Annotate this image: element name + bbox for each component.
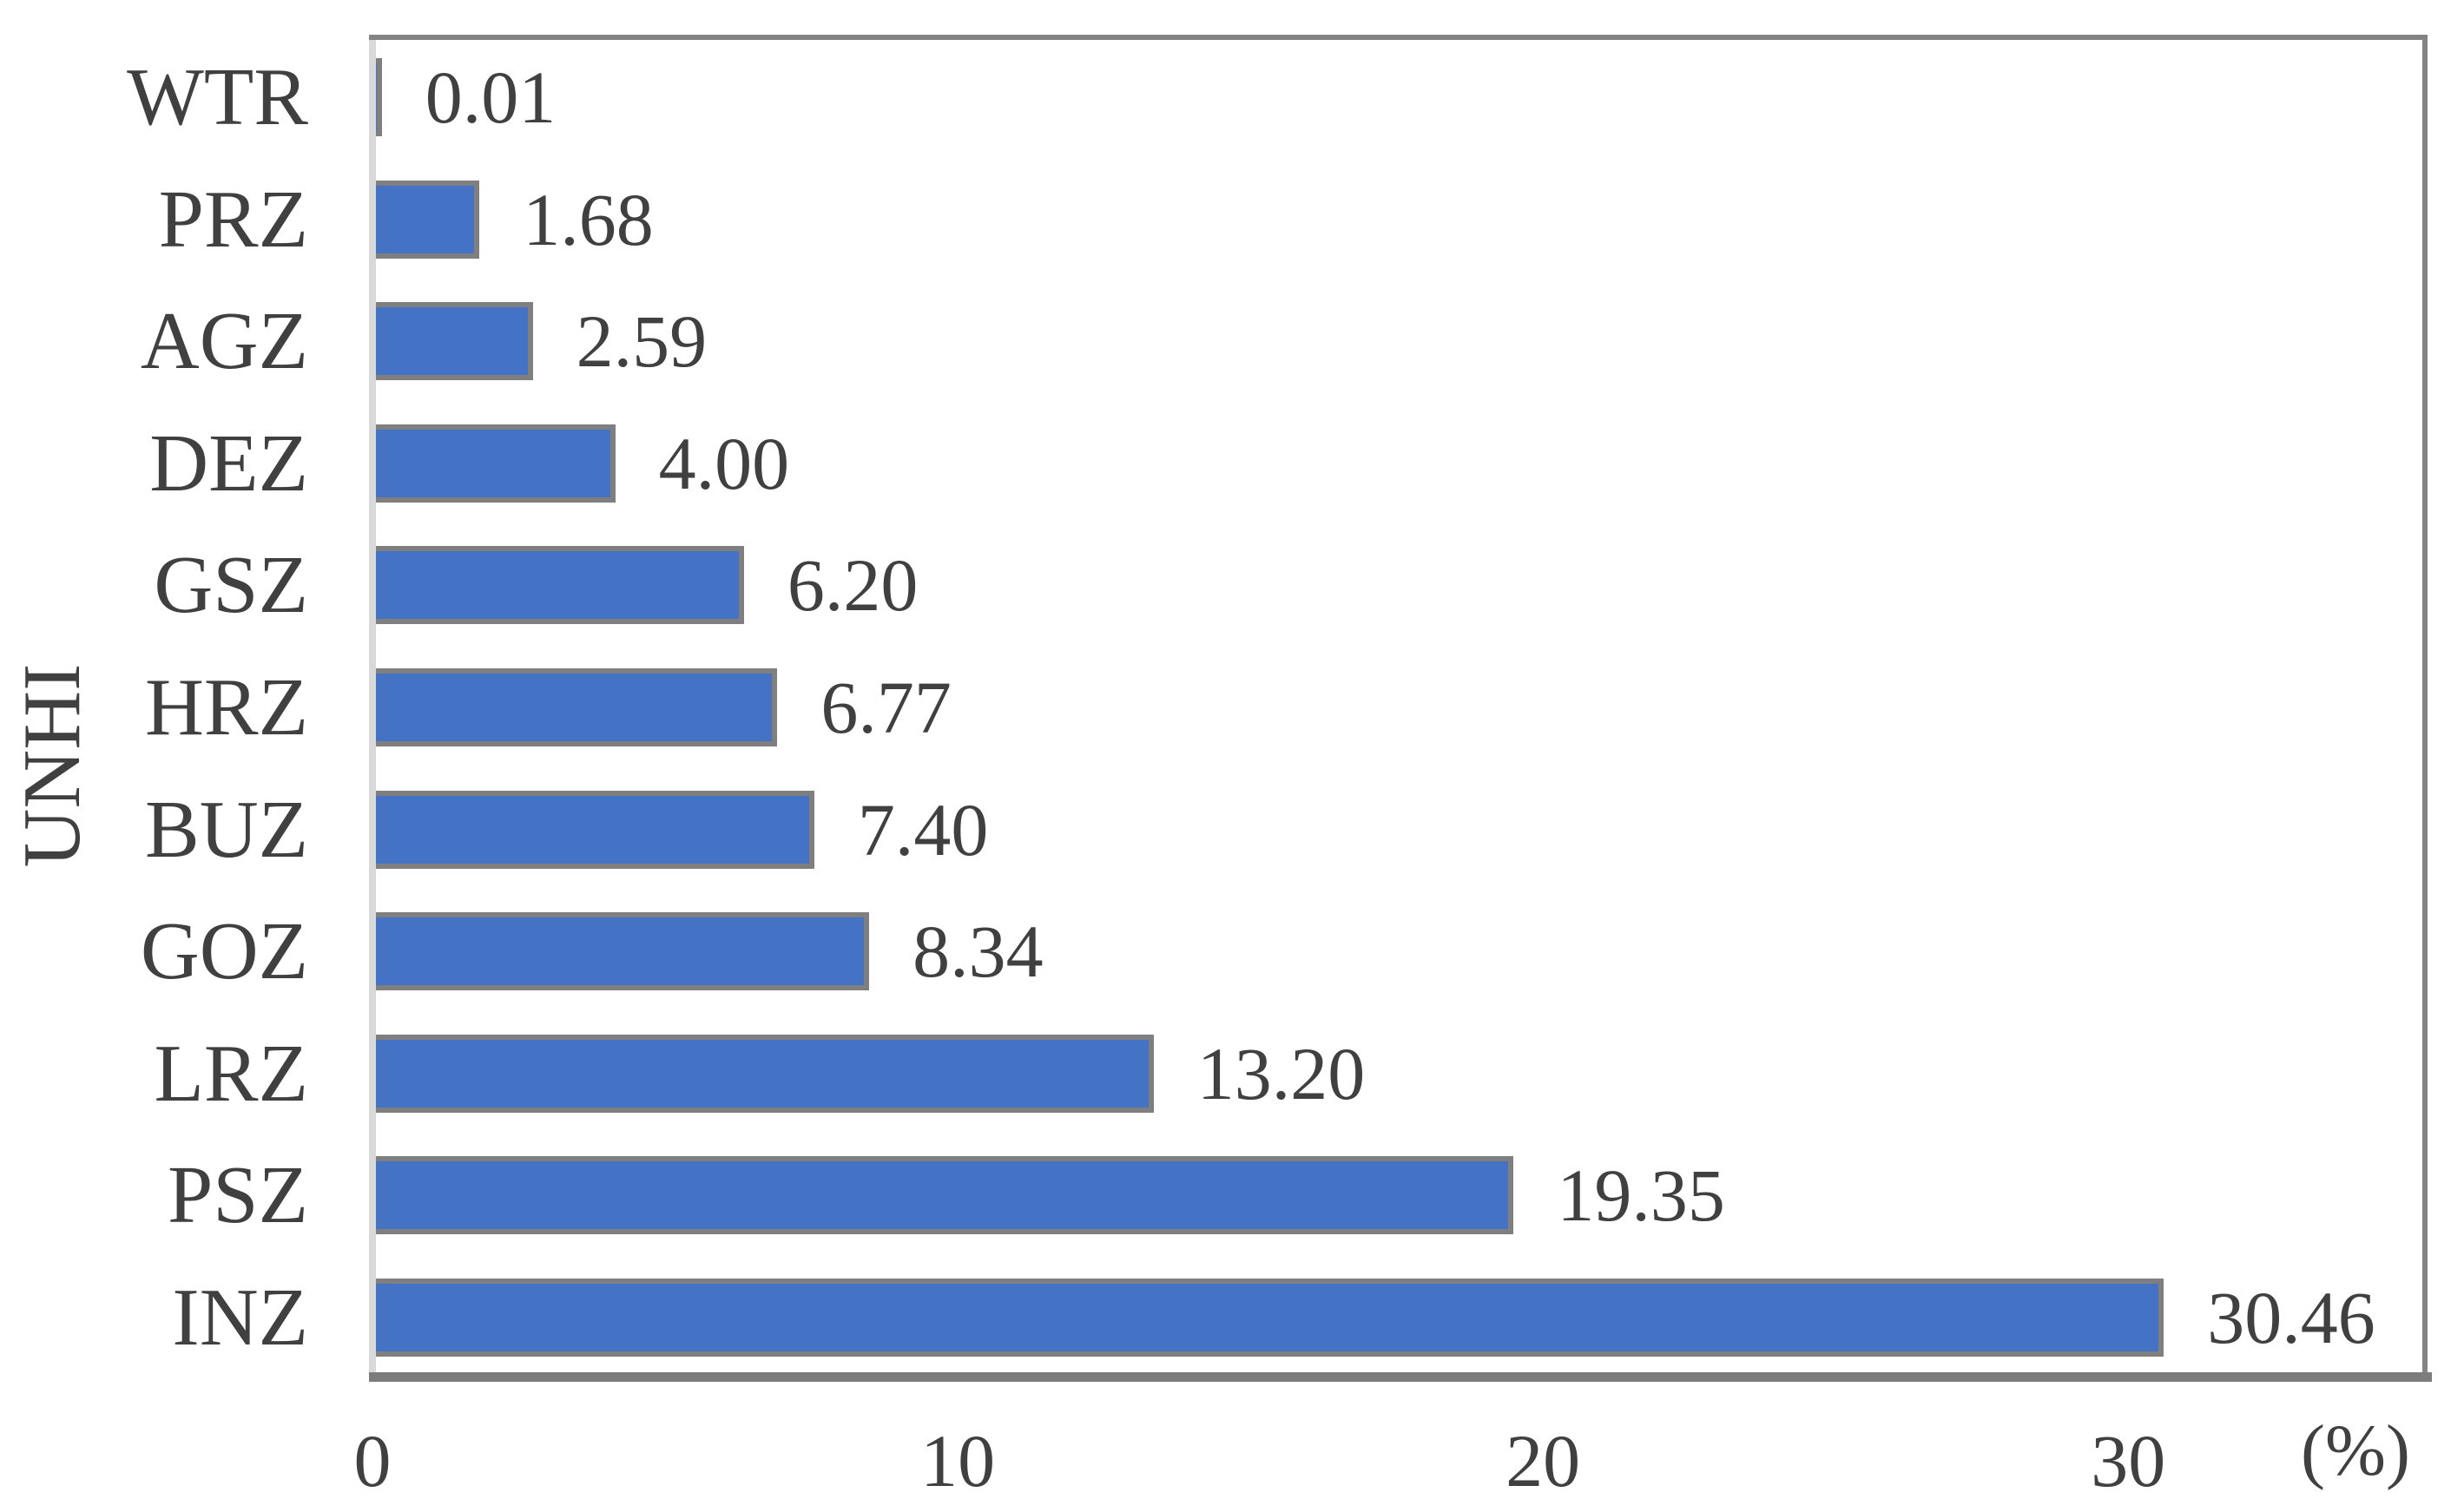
value-label: 4.00 bbox=[658, 421, 790, 505]
bar bbox=[376, 1156, 1514, 1235]
category-label: PSZ bbox=[168, 1150, 308, 1241]
bar bbox=[376, 1278, 2164, 1357]
x-tick-label: 10 bbox=[920, 1419, 996, 1502]
category-label: DEZ bbox=[149, 417, 308, 509]
value-label: 1.68 bbox=[523, 177, 654, 261]
category-label: LRZ bbox=[154, 1028, 308, 1119]
x-axis-line bbox=[369, 1372, 2432, 1382]
category-label: GOZ bbox=[140, 906, 308, 997]
bar bbox=[376, 668, 778, 746]
value-label: 7.40 bbox=[857, 787, 989, 871]
bar bbox=[376, 1034, 1154, 1113]
bar bbox=[376, 912, 870, 991]
category-label: BUZ bbox=[145, 784, 308, 875]
category-label: WTR bbox=[127, 52, 308, 143]
bar bbox=[376, 424, 616, 503]
x-tick-label: 20 bbox=[1505, 1419, 1581, 1502]
value-label: 13.20 bbox=[1196, 1031, 1366, 1115]
category-label: HRZ bbox=[145, 661, 308, 753]
value-label: 30.46 bbox=[2207, 1275, 2375, 1359]
bar bbox=[376, 58, 382, 137]
value-label: 8.34 bbox=[912, 910, 1044, 994]
category-label: AGZ bbox=[140, 296, 308, 387]
x-axis-unit-label: (%) bbox=[2301, 1410, 2410, 1491]
bar bbox=[376, 790, 814, 869]
x-tick-label: 30 bbox=[2091, 1419, 2166, 1502]
category-label: GSZ bbox=[154, 540, 308, 631]
category-label: PRZ bbox=[158, 174, 308, 265]
value-label: 2.59 bbox=[576, 299, 708, 384]
bar bbox=[376, 180, 480, 259]
bar bbox=[376, 546, 744, 625]
value-label: 6.20 bbox=[787, 543, 919, 628]
y-axis-line bbox=[369, 35, 376, 1382]
bar bbox=[376, 302, 533, 381]
plot-area-frame bbox=[369, 35, 2428, 1382]
value-label: 6.77 bbox=[820, 665, 952, 749]
x-tick-label: 0 bbox=[353, 1419, 392, 1502]
value-label: 19.35 bbox=[1557, 1154, 1725, 1238]
category-label: INZ bbox=[172, 1272, 308, 1363]
value-label: 0.01 bbox=[425, 56, 557, 140]
